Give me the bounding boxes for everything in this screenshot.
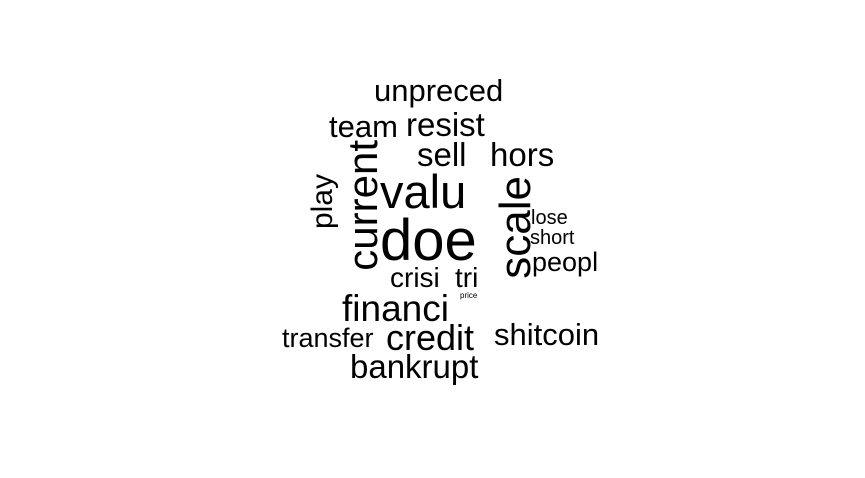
word-doe: doe [380,208,477,273]
word-tri: tri [455,262,479,293]
word-short: short [530,227,575,249]
word-price: price [460,291,478,300]
word-valu: valu [380,165,467,218]
word-current: current [339,140,386,271]
word-shitcoin: shitcoin [494,317,600,352]
word-financi: financi [342,288,449,329]
word-transfer: transfer [282,323,374,353]
word-crisi: crisi [390,262,440,293]
word-peopl: peopl [532,247,599,277]
word-credit: credit [386,317,475,358]
word-play: play [306,174,339,230]
word-hors: hors [490,136,555,173]
word-lose: lose [531,207,568,229]
word-team: team [329,109,398,144]
word-resist: resist [406,106,485,143]
word-sell: sell [417,136,467,173]
word-unpreced: unpreced [374,73,504,108]
word-bankrupt: bankrupt [350,348,479,385]
